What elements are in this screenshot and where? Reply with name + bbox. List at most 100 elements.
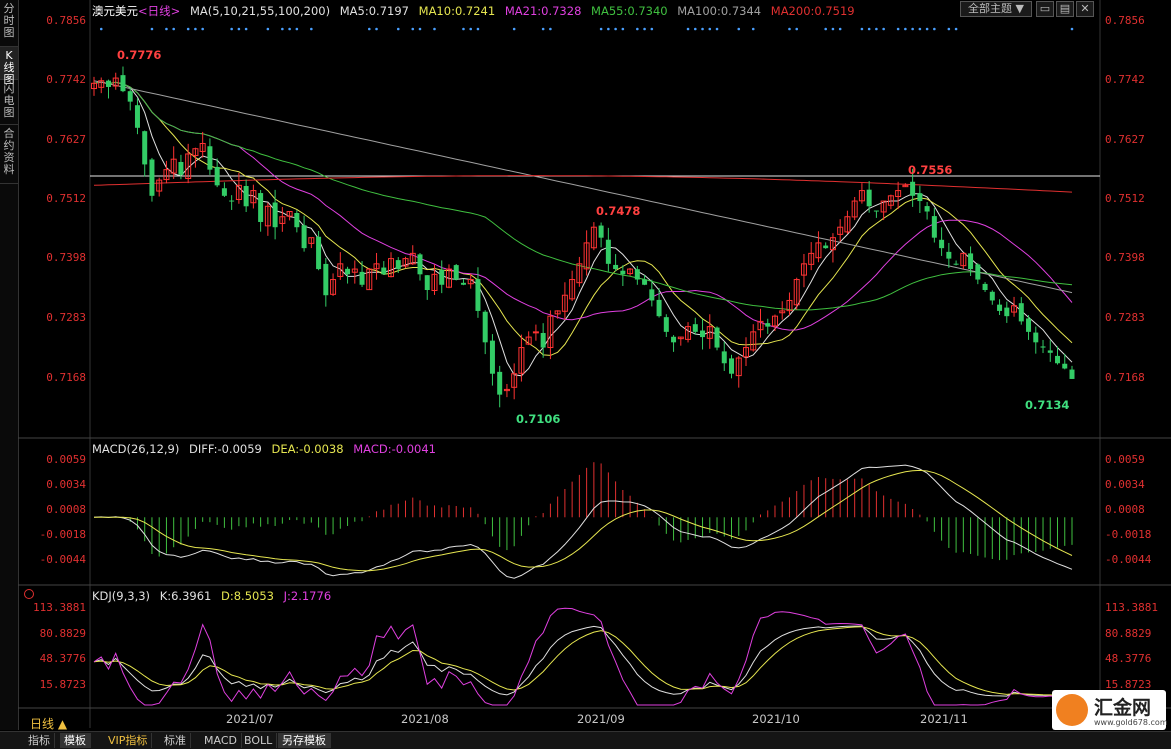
candle-body (663, 317, 669, 332)
signal-dot (643, 27, 646, 31)
macd-diff-line (93, 464, 1073, 579)
signal-dot (693, 27, 697, 31)
candle-body (199, 142, 206, 152)
tab-template[interactable]: 模板 (60, 733, 91, 748)
candle-body (229, 200, 235, 202)
candle-body (1011, 305, 1018, 313)
candle-body (497, 371, 503, 395)
date-label: 2021/08 (401, 712, 449, 726)
candle-body (858, 190, 865, 202)
signal-dot (751, 27, 755, 31)
candle-body (706, 326, 713, 339)
theme-select[interactable]: 全部主题 ▼ (960, 1, 1032, 17)
price-tick-label: 0.7398 (46, 251, 86, 264)
signal-dot (281, 27, 284, 31)
tab-kline[interactable]: K线图 (0, 47, 18, 86)
signal-dot (150, 27, 154, 31)
signal-dot (462, 27, 465, 31)
candle-body (765, 323, 771, 327)
signal-dot (831, 27, 835, 31)
tab-vip-indicator[interactable]: VIP指标 (104, 733, 153, 748)
candle-body (627, 268, 634, 275)
candle-body (547, 315, 554, 349)
candle-body (1033, 332, 1039, 343)
signal-dot (824, 27, 827, 31)
signal-dot (1070, 27, 1074, 31)
candle-body (453, 265, 459, 280)
signal-dot (860, 27, 864, 31)
price-tick-label-right: 0.7168 (1105, 371, 1145, 384)
signal-dot (925, 27, 929, 31)
period-toggle[interactable]: 日线 ▲ (30, 717, 68, 731)
candle-body (902, 184, 909, 188)
signal-dot (737, 27, 741, 31)
candle-body (960, 252, 967, 267)
toolbar-btn-3[interactable]: ✕ (1076, 1, 1094, 17)
date-label: 2021/11 (920, 712, 968, 726)
tab-flash[interactable]: 闪电图 (0, 80, 18, 125)
macd-tick-label: -0.0044 (39, 553, 86, 566)
candle-body (750, 331, 757, 351)
ma21-line (93, 81, 1073, 331)
candle-body (895, 190, 902, 198)
candle-body (359, 271, 365, 285)
toolbar-btn-1[interactable]: ▭ (1036, 1, 1054, 17)
candle-body (264, 205, 271, 227)
candle-body (576, 263, 583, 284)
kdj-tick-label: 48.3776 (39, 652, 86, 665)
kdj-settings-icon[interactable] (24, 589, 34, 599)
signal-dot (469, 27, 473, 31)
candle-body (323, 263, 329, 296)
tab-save-template[interactable]: 另存模板 (278, 733, 331, 748)
signal-dot (411, 27, 415, 31)
candle-body (968, 253, 974, 270)
candle-body (294, 213, 300, 228)
tab-indicator[interactable]: 指标 (24, 733, 55, 748)
macd-dea-line (93, 469, 1073, 572)
tab-boll[interactable]: BOLL (240, 733, 278, 748)
macd-title: MACD(26,12,9) (92, 442, 180, 456)
candle-body (1047, 350, 1053, 353)
macd-diff: DIFF:-0.0059 (189, 442, 262, 456)
kdj-tick-label: 15.8723 (39, 678, 86, 691)
candle-body (221, 188, 227, 196)
candle-body (207, 146, 213, 170)
candle-body (561, 294, 568, 312)
candle-body (366, 268, 373, 291)
ma55-value: MA55:0.7340 (591, 4, 668, 18)
annotation-low: 0.7106 (516, 412, 561, 426)
macd-panel-header: MACD(26,12,9) DIFF:-0.0059 DEA:-0.0038 M… (92, 442, 442, 456)
tab-standard[interactable]: 标准 (160, 733, 191, 748)
signal-dot (266, 27, 270, 31)
candle-body (388, 258, 395, 278)
candle-body (793, 279, 800, 306)
tab-contract-info[interactable]: 合约资料 (0, 125, 18, 184)
candle-body (424, 275, 430, 290)
candle-body (1062, 363, 1068, 369)
candle-body (620, 270, 626, 275)
signal-dot (295, 27, 299, 31)
signal-dot (201, 27, 204, 31)
candle-body (134, 105, 140, 128)
signal-dot (947, 27, 951, 31)
candle-body (1055, 355, 1061, 364)
candle-body (729, 358, 735, 374)
ma100-value: MA100:0.7344 (677, 4, 762, 18)
annotation-low: 0.7134 (1025, 398, 1070, 412)
candle-body (735, 357, 742, 377)
candle-body (417, 254, 423, 275)
candle-body (931, 216, 937, 238)
tab-time-share[interactable]: 分时图 (0, 0, 18, 47)
logo-url: www.gold678.com (1094, 718, 1168, 727)
kdj-tick-label-right: 48.3776 (1105, 652, 1152, 665)
tab-macd[interactable]: MACD (200, 733, 242, 748)
candle-body (757, 320, 764, 331)
theme-select-label: 全部主题 (968, 2, 1013, 15)
macd-tick-label-right: 0.0034 (1105, 478, 1145, 491)
candle-body (642, 279, 648, 285)
candle-body (671, 336, 677, 343)
macd-value: MACD:-0.0041 (353, 442, 436, 456)
toolbar-btn-2[interactable]: ▤ (1056, 1, 1074, 17)
candle-body (178, 161, 184, 175)
candle-body (779, 310, 786, 314)
